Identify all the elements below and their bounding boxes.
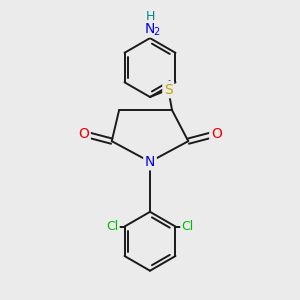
Text: 2: 2 [153, 27, 160, 37]
Text: O: O [78, 127, 89, 141]
Text: N: N [145, 22, 155, 36]
Text: N: N [145, 155, 155, 169]
Text: Cl: Cl [106, 220, 118, 233]
Text: H: H [145, 11, 155, 23]
Text: S: S [164, 82, 172, 97]
Text: O: O [211, 127, 222, 141]
Text: Cl: Cl [182, 220, 194, 233]
